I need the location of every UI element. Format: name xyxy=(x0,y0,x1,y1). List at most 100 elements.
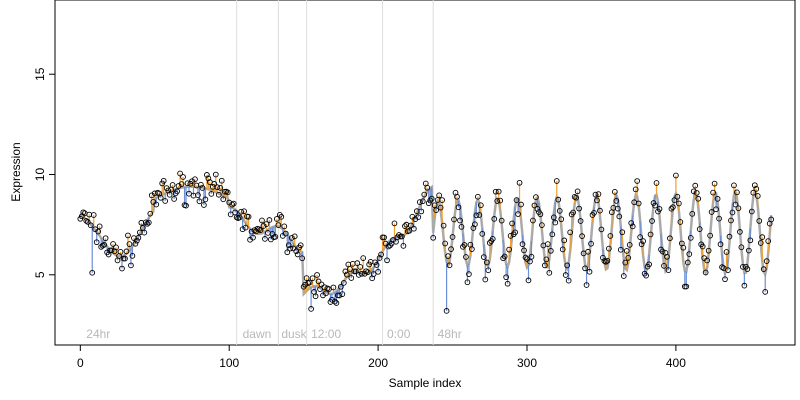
data-point xyxy=(297,242,304,249)
data-point xyxy=(125,232,131,239)
data-point xyxy=(93,239,100,246)
data-point xyxy=(544,241,551,247)
data-point xyxy=(282,230,289,237)
data-point xyxy=(110,241,116,247)
data-point xyxy=(390,237,396,243)
data-point xyxy=(507,233,514,239)
data-point xyxy=(588,240,594,247)
data-point xyxy=(708,209,715,215)
data-point xyxy=(293,248,300,255)
y-axis: 5 10 15 xyxy=(33,67,55,278)
data-point xyxy=(166,191,173,198)
data-point xyxy=(546,269,553,276)
data-point xyxy=(135,234,142,241)
data-point xyxy=(504,280,511,287)
data-point xyxy=(562,272,569,278)
data-point xyxy=(132,240,139,247)
data-point xyxy=(309,275,316,282)
y-tick-label: 5 xyxy=(33,271,47,278)
data-point xyxy=(428,195,435,202)
data-point xyxy=(576,205,582,212)
data-point xyxy=(731,182,737,189)
data-point xyxy=(470,225,477,231)
data-point xyxy=(637,234,644,240)
data-point xyxy=(472,221,478,228)
data-point xyxy=(338,283,344,290)
data-point xyxy=(278,213,285,220)
data-point xyxy=(126,241,133,247)
data-point xyxy=(90,212,97,218)
data-point xyxy=(198,181,204,188)
data-point xyxy=(620,273,627,279)
data-point xyxy=(561,237,568,244)
data-point xyxy=(747,237,754,244)
data-point xyxy=(419,198,426,205)
data-point xyxy=(410,225,417,232)
data-point xyxy=(339,291,346,297)
data-point xyxy=(558,216,565,223)
phase-markers: 24hr dawn dusk 12:00 0:00 48hr xyxy=(86,0,462,345)
data-point xyxy=(437,204,444,211)
data-point xyxy=(463,254,469,260)
data-point xyxy=(646,261,652,268)
data-point xyxy=(720,265,727,271)
data-point xyxy=(416,199,423,205)
data-point xyxy=(670,204,676,211)
data-point xyxy=(396,232,402,238)
data-point xyxy=(692,182,699,189)
data-point xyxy=(263,221,270,227)
data-point xyxy=(754,193,761,199)
data-point xyxy=(626,242,633,248)
data-point xyxy=(145,219,152,226)
data-point xyxy=(486,240,493,246)
data-point xyxy=(119,265,125,272)
data-point xyxy=(737,229,743,235)
data-point xyxy=(748,208,755,215)
data-point xyxy=(431,202,438,209)
data-point xyxy=(129,252,136,259)
data-point xyxy=(348,275,355,281)
data-point xyxy=(661,263,667,269)
data-point xyxy=(87,222,94,229)
data-point xyxy=(582,265,588,272)
data-point xyxy=(183,202,189,209)
data-point xyxy=(436,192,442,199)
phase-marker-label: 12:00 xyxy=(311,327,341,341)
data-point xyxy=(723,249,730,255)
data-point xyxy=(291,233,298,240)
data-point xyxy=(565,277,572,284)
data-point xyxy=(480,254,487,260)
data-point xyxy=(355,272,362,278)
data-point xyxy=(613,198,620,204)
data-point xyxy=(492,188,499,195)
data-point xyxy=(202,196,209,203)
data-point xyxy=(418,208,425,215)
x-tick-label: 100 xyxy=(219,356,239,370)
data-point xyxy=(729,209,736,216)
data-point xyxy=(370,271,377,277)
data-point xyxy=(640,238,646,244)
data-point xyxy=(239,226,246,233)
data-point xyxy=(525,277,532,284)
data-point xyxy=(611,189,618,195)
data-point xyxy=(332,298,338,305)
data-point xyxy=(321,284,328,291)
data-point xyxy=(399,233,405,240)
data-point xyxy=(372,259,378,266)
data-point xyxy=(714,195,721,202)
data-point xyxy=(232,209,239,216)
data-point xyxy=(591,209,597,216)
data-point xyxy=(157,194,164,201)
data-point xyxy=(272,233,279,240)
data-point xyxy=(741,282,748,289)
data-point xyxy=(195,192,201,198)
data-point xyxy=(284,249,291,256)
data-point xyxy=(483,259,490,266)
data-point xyxy=(643,272,649,279)
data-point xyxy=(288,235,295,241)
data-point xyxy=(573,194,579,201)
data-point xyxy=(757,240,764,246)
data-point xyxy=(415,214,422,221)
data-point xyxy=(312,293,319,300)
data-point xyxy=(696,226,703,232)
